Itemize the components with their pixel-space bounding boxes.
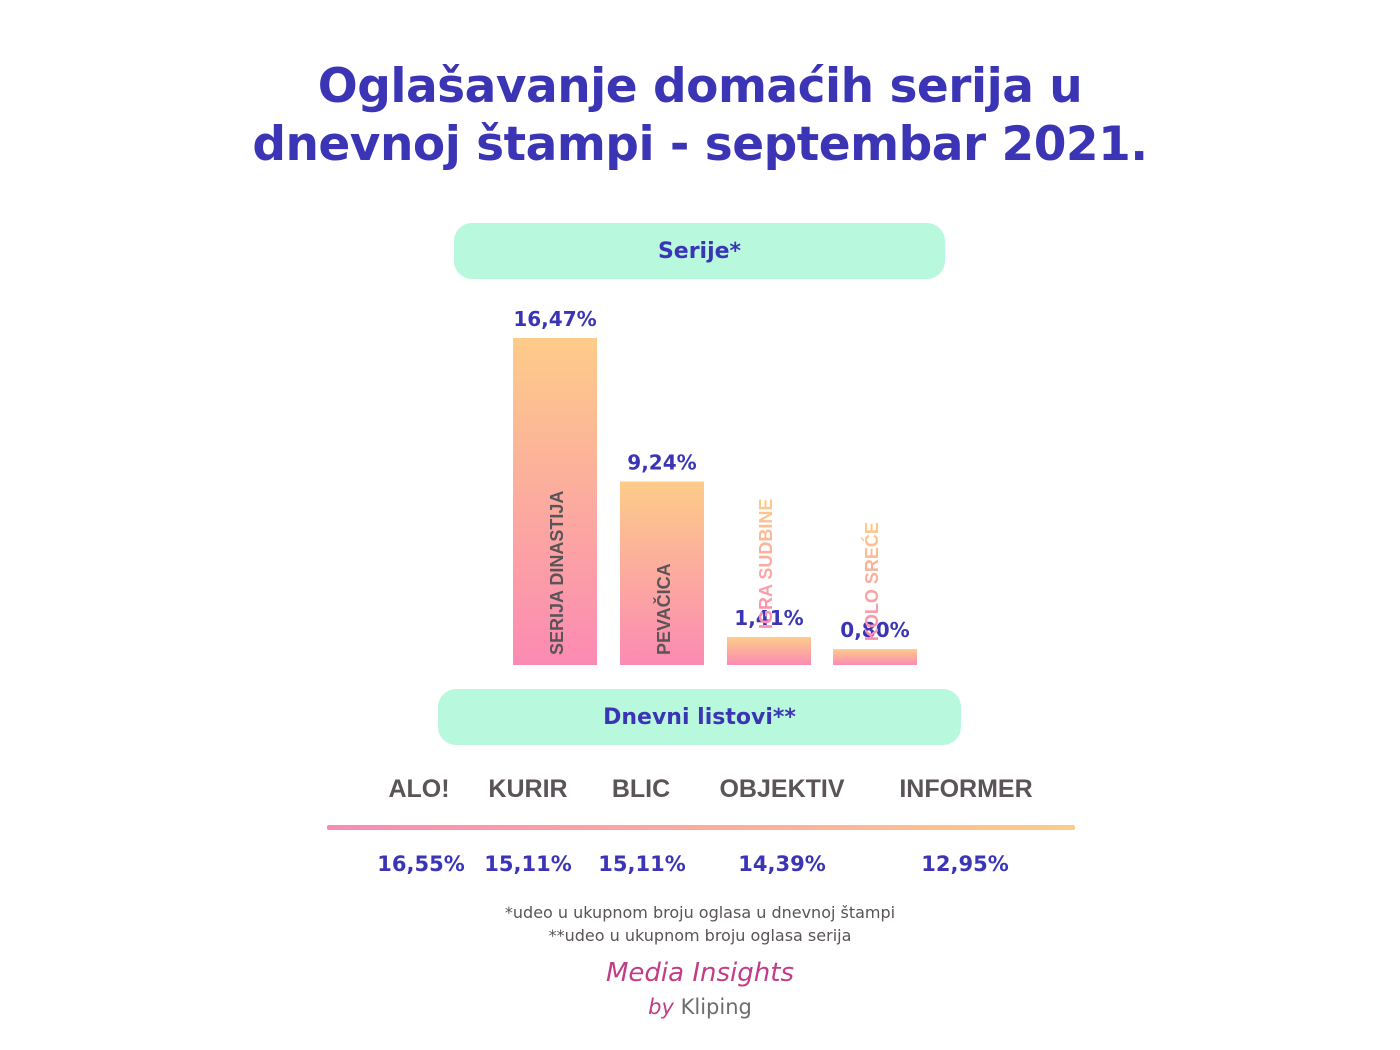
bar-1 xyxy=(513,338,597,665)
brand-by-text: by xyxy=(648,995,674,1019)
chart-title-line-1: Oglašavanje domaćih serija u xyxy=(317,59,1083,114)
bar-2 xyxy=(620,481,704,665)
bar-category-label-4: KOLO SREĆE xyxy=(861,522,882,641)
bar-4 xyxy=(833,649,917,665)
paper-value-2: 15,11% xyxy=(484,852,572,876)
brand-name: Media Insights xyxy=(606,958,794,988)
bar-value-label-4: 0,80% xyxy=(840,618,909,642)
paper-name-1: ALO! xyxy=(388,775,450,803)
gradient-divider xyxy=(327,825,1075,830)
bar-category-label-2: PEVAČICA xyxy=(653,563,674,655)
paper-name-4: OBJEKTIV xyxy=(719,775,845,803)
bar-3 xyxy=(727,637,811,665)
chart-title: Oglašavanje domaćih serija u dnevnoj šta… xyxy=(0,58,1400,174)
bar-value-label-2: 9,24% xyxy=(627,451,696,475)
paper-value-1: 16,55% xyxy=(377,852,465,876)
brand-company-logo: Kliping xyxy=(680,995,752,1019)
paper-name-3: BLIC xyxy=(611,775,671,803)
chart-title-line-2: dnevnoj štampi - septembar 2021. xyxy=(252,117,1148,172)
bar-value-label-3: 1,41% xyxy=(734,606,803,630)
paper-name-5: INFORMER xyxy=(899,775,1033,803)
papers-header-pill: Dnevni listovi** xyxy=(438,689,961,745)
bar-value-label-1: 16,47% xyxy=(513,307,596,331)
brand-byline: by Kliping xyxy=(0,995,1400,1019)
paper-value-4: 14,39% xyxy=(738,852,826,876)
papers-header-label: Dnevni listovi** xyxy=(603,704,796,730)
footnote-papers: **udeo u ukupnom broju oglasa serija xyxy=(548,926,852,945)
series-header-pill: Serije* xyxy=(454,223,945,279)
bar-category-label-3: IGRA SUDBINE xyxy=(756,499,776,629)
bar-category-label-1: SERIJA DINASTIJA xyxy=(547,491,567,655)
paper-value-3: 15,11% xyxy=(598,852,686,876)
paper-value-5: 12,95% xyxy=(921,852,1009,876)
series-header-label: Serije* xyxy=(657,238,742,264)
footnote-series: *udeo u ukupnom broju oglasa u dnevnoj š… xyxy=(504,903,896,922)
paper-name-2: KURIR xyxy=(488,775,568,803)
